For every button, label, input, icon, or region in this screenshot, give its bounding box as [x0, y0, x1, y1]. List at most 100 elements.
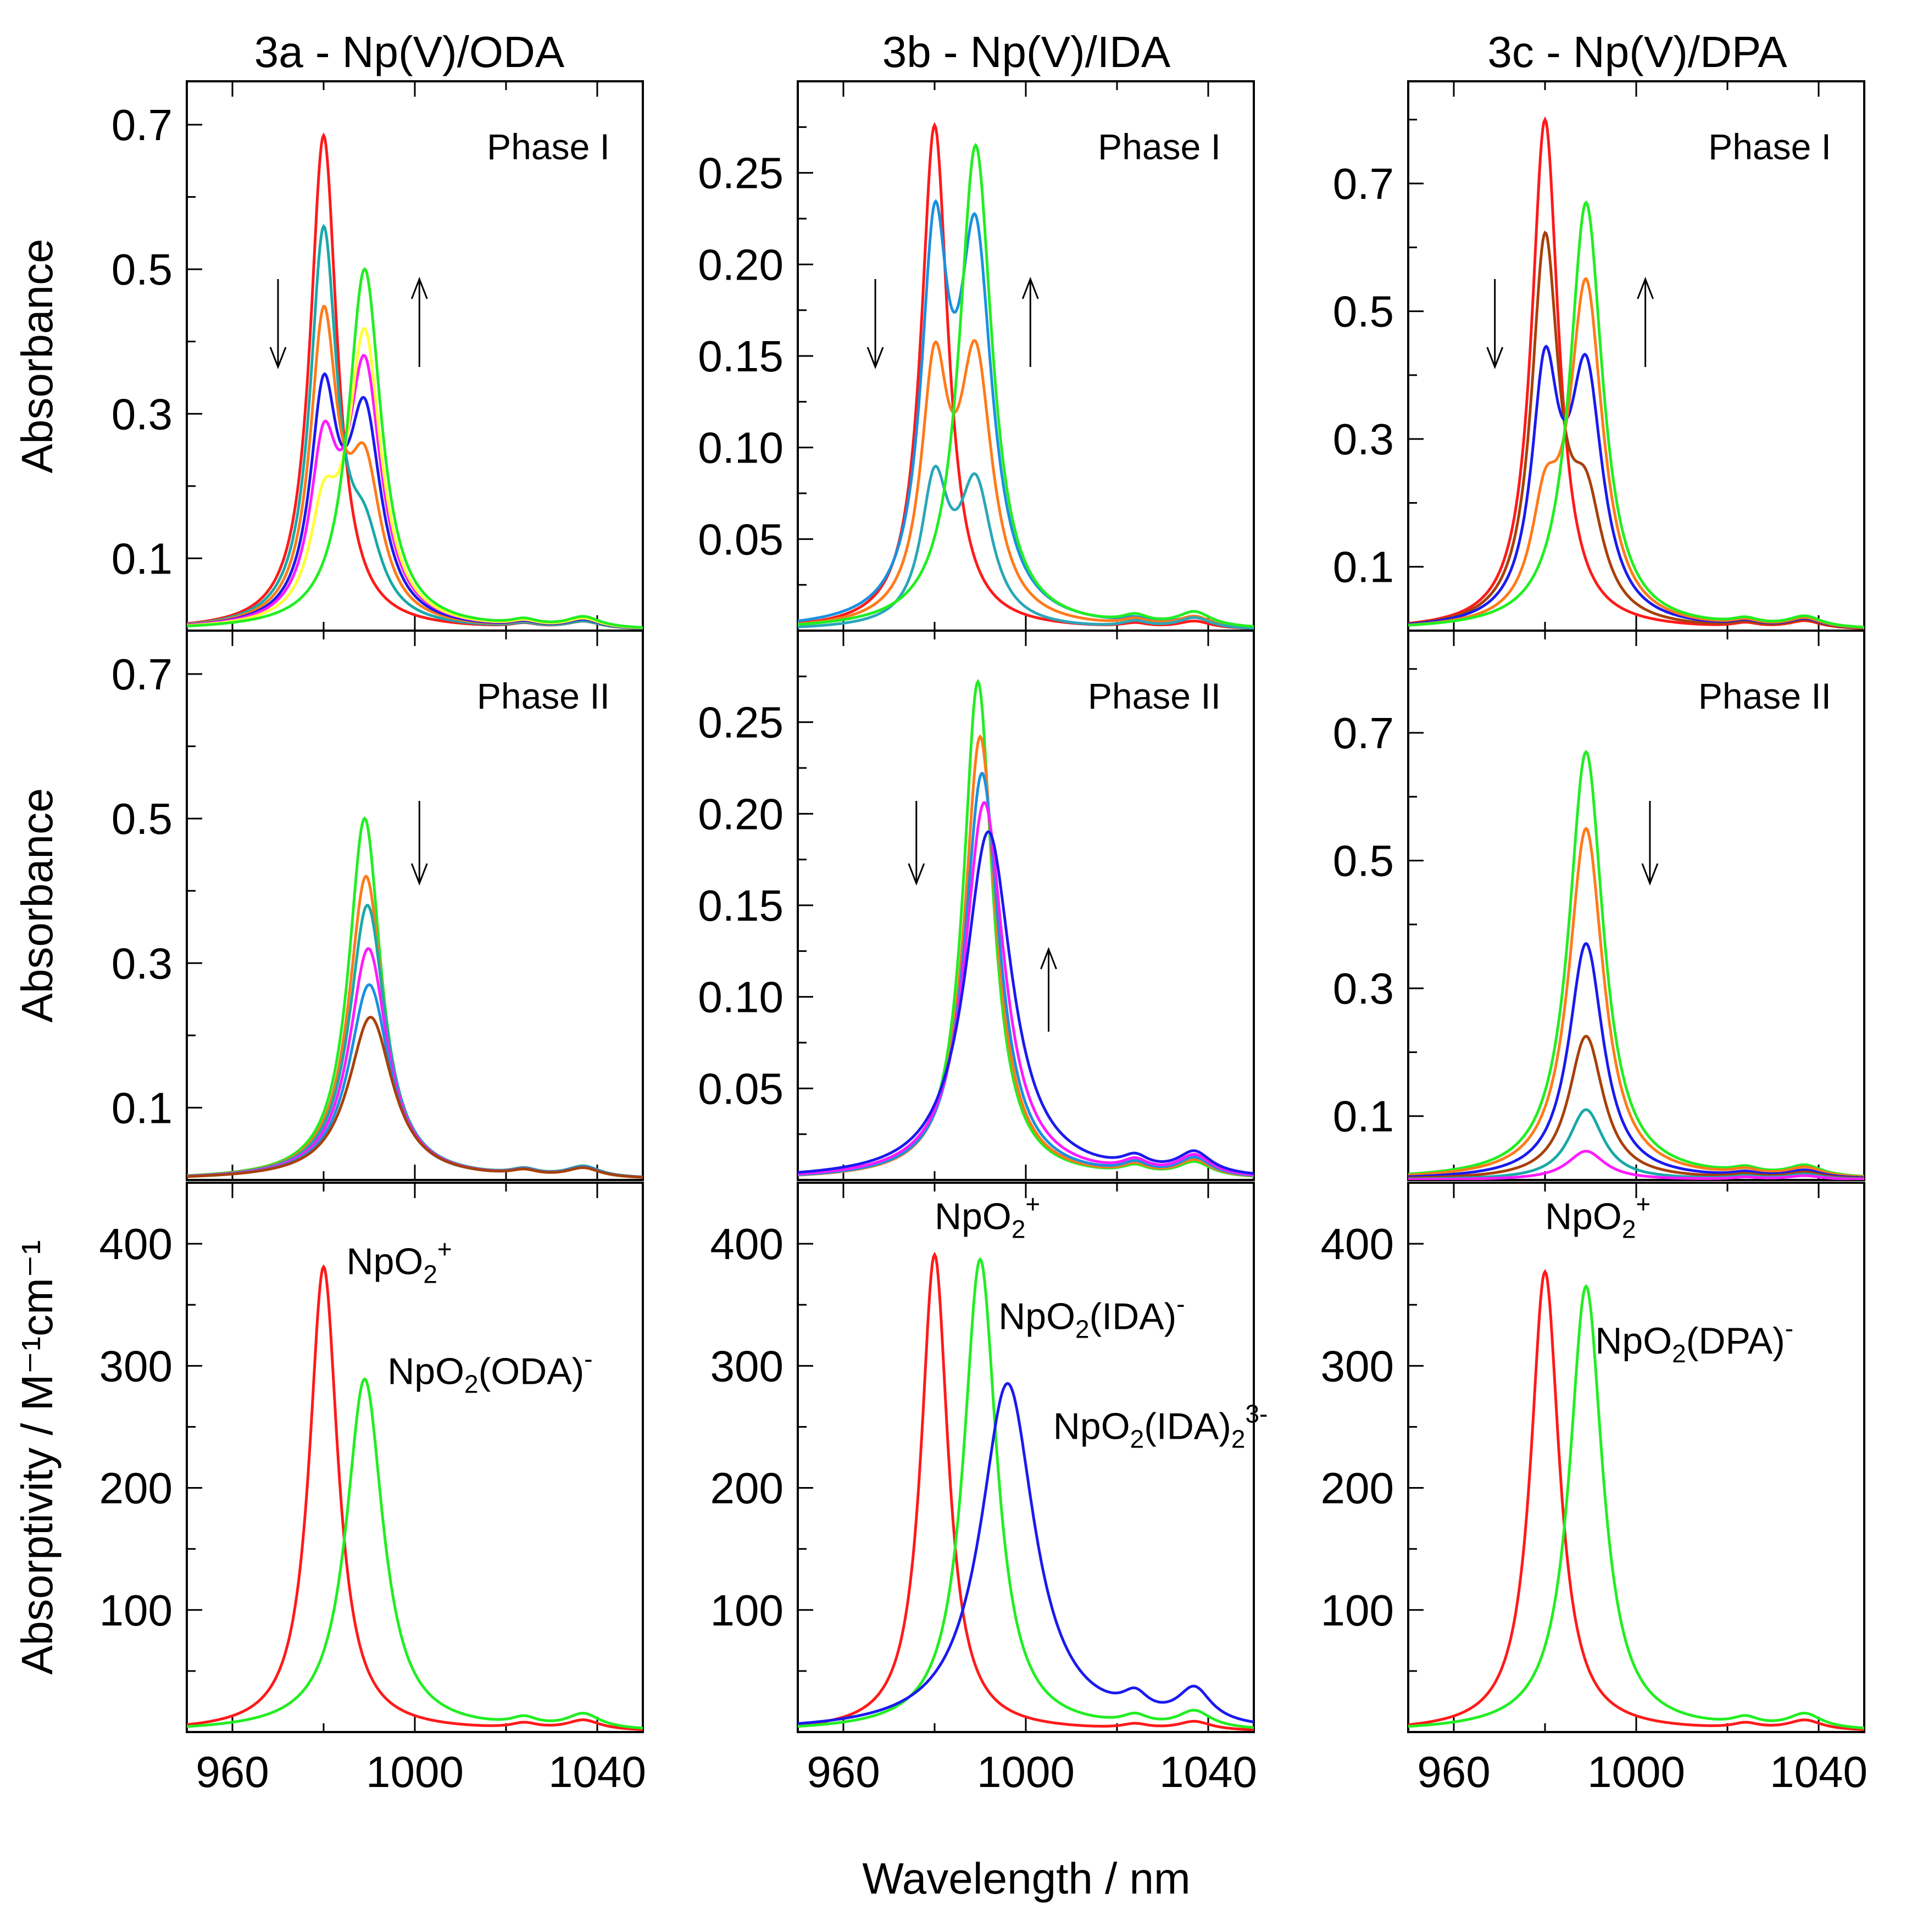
y-tick-label: 0.10 [698, 973, 783, 1022]
species-label: NpO2+ [1545, 1189, 1651, 1243]
y-tick-label: 100 [710, 1586, 783, 1635]
y-tick-label: 0.7 [112, 101, 173, 149]
y-tick-label: 400 [1321, 1220, 1394, 1268]
formula-subscript: 2 [423, 1260, 437, 1289]
formula-subscript: 2 [464, 1370, 479, 1399]
formula-subscript: 2 [1075, 1315, 1090, 1344]
formula-subscript: 2 [1130, 1425, 1144, 1454]
y-tick-label: 0.1 [112, 1083, 173, 1132]
y-tick-label: 0.7 [112, 650, 173, 699]
y-tick-label: 0.15 [698, 332, 783, 381]
panel-3a-species: 100 200 300 400 960 1000 1040 Absorptivity / M⁻… [13, 1182, 646, 1796]
y-tick-label: 400 [710, 1220, 783, 1268]
phase-label: Phase I [1708, 126, 1831, 167]
x-tick-label: 1000 [977, 1747, 1075, 1796]
series-line-green [798, 1257, 1254, 1729]
species-label: NpO2(DPA)- [1595, 1314, 1793, 1368]
formula-base: NpO [998, 1296, 1075, 1338]
panel-3a-phase1: 0.1 0.3 0.5 0.7 Absorbance Phase I [13, 80, 644, 632]
phase-label: Phase II [1698, 676, 1831, 716]
y-axis-title: Absorbance [13, 788, 62, 1023]
phase-label: Phase II [1088, 676, 1221, 716]
series-line-orange [798, 338, 1254, 629]
series-line-green [798, 143, 1254, 628]
y-tick-label: 100 [99, 1586, 173, 1635]
plot-frame [1407, 1182, 1865, 1733]
x-tick-label: 1040 [548, 1747, 646, 1796]
arrow-up-icon [1021, 276, 1039, 299]
arrow-down-icon [866, 347, 884, 370]
y-tick-label: 0.5 [1333, 287, 1394, 336]
series-line-green [187, 1377, 643, 1730]
formula-base: NpO [387, 1351, 464, 1393]
y-tick-label: 200 [99, 1464, 173, 1513]
arrow-down-icon [410, 863, 428, 886]
series-line-red [1408, 1269, 1864, 1731]
y-tick-label: 0.15 [698, 881, 783, 930]
x-tick-label: 1000 [366, 1747, 464, 1796]
phase-label: Phase I [1098, 126, 1221, 167]
formula-base: NpO [1545, 1195, 1622, 1237]
y-tick-label: 200 [710, 1464, 783, 1513]
arrow-down-icon [1486, 347, 1504, 370]
arrow-up-icon [1040, 946, 1057, 970]
series-line-magenta [187, 946, 643, 1179]
y-tick-label: 0.3 [112, 939, 173, 988]
series-line-green [187, 267, 643, 629]
series-line-orange [1408, 277, 1864, 629]
series-line-green [1408, 1284, 1864, 1730]
y-tick-label: 0.1 [1333, 543, 1394, 592]
arrow-down-icon [1641, 863, 1659, 886]
series-line-skyblue [798, 771, 1254, 1177]
series-line-blue [1408, 344, 1864, 630]
species-label: NpO2(IDA)- [998, 1290, 1185, 1344]
x-tick-label: 1000 [1587, 1747, 1685, 1796]
series-line-green [1408, 750, 1864, 1178]
y-tick-label: 0.25 [698, 149, 783, 198]
phase-label: Phase II [477, 676, 610, 716]
y-tick-label: 0.20 [698, 789, 783, 838]
series-line-blue [798, 830, 1254, 1175]
formula-subscript: 2 [1672, 1339, 1686, 1368]
y-tick-label: 300 [1321, 1341, 1394, 1390]
formula-subscript: 2 [1012, 1215, 1026, 1243]
y-tick-label: 300 [99, 1341, 173, 1390]
series-line-red [798, 122, 1254, 630]
arrow-up-icon [1637, 276, 1654, 299]
species-label: NpO2(IDA)23- [1053, 1400, 1268, 1454]
series-line-blue [798, 1382, 1254, 1725]
series-line-skyblue [187, 983, 643, 1179]
series-line-orange [1408, 826, 1864, 1178]
y-axis-title: Absorbance [13, 239, 62, 474]
phase-label: Phase I [487, 126, 610, 167]
series-line-magenta [798, 801, 1254, 1176]
panel-3a-phase2: 0.1 0.3 0.5 0.7 Absorbance Phase II [13, 630, 644, 1181]
x-axis-title: Wavelength / nm [862, 1854, 1190, 1903]
x-tick-label: 960 [1417, 1747, 1490, 1796]
y-tick-label: 0.5 [112, 245, 173, 294]
y-tick-label: 0.3 [112, 389, 173, 438]
y-tick-label: 0.3 [1333, 964, 1394, 1013]
series-line-teal [798, 464, 1254, 630]
formula-charge: + [1636, 1189, 1651, 1218]
formula-ligand: (ODA) [479, 1351, 585, 1393]
series-line-cyan [187, 224, 643, 630]
y-tick-label: 0.20 [698, 240, 783, 289]
arrow-down-icon [269, 347, 287, 370]
formula-subscript: 2 [1622, 1215, 1636, 1243]
y-tick-label: 0.25 [698, 698, 783, 747]
series-line-magenta [1408, 1150, 1864, 1180]
column-title-3b: 3b - Np(V)/IDA [882, 27, 1171, 76]
series-line-red [798, 1251, 1254, 1731]
y-tick-label: 200 [1321, 1464, 1394, 1513]
formula-charge: + [437, 1235, 452, 1263]
arrow-down-icon [908, 863, 925, 886]
panel-3b-phase2: 0.05 0.10 0.15 0.20 0.25 Phase II [698, 630, 1255, 1181]
x-tick-label: 960 [807, 1747, 880, 1796]
series-line-red [1408, 116, 1864, 630]
y-tick-label: 0.1 [1333, 1092, 1394, 1141]
series-line-brown [187, 1016, 643, 1179]
y-axis-title: Absorptivity / M⁻¹cm⁻¹ [13, 1240, 62, 1674]
